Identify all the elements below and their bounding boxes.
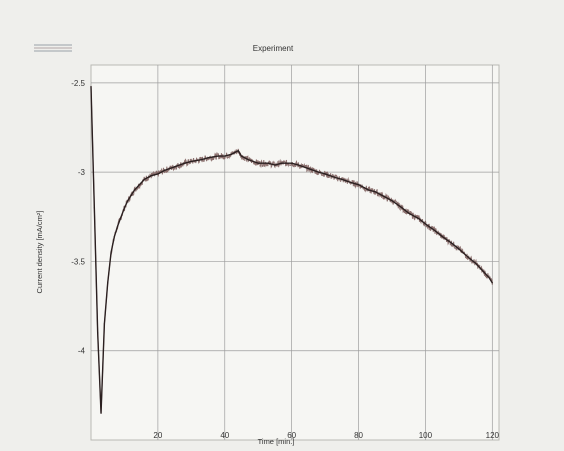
- data-point: [207, 157, 208, 158]
- data-point: [131, 195, 132, 196]
- data-point: [358, 184, 359, 185]
- data-point: [100, 413, 101, 414]
- data-point: [442, 236, 443, 237]
- data-point: [298, 164, 299, 165]
- x-tick-label: 80: [354, 431, 363, 440]
- data-point: [184, 163, 185, 164]
- plot-area: [91, 65, 499, 440]
- data-point: [391, 200, 392, 201]
- data-point: [191, 161, 192, 162]
- data-point: [120, 216, 121, 217]
- data-point: [458, 248, 459, 249]
- data-point: [375, 191, 376, 192]
- data-point: [107, 282, 108, 283]
- data-point: [117, 225, 118, 226]
- data-point: [248, 159, 249, 160]
- data-point: [238, 150, 239, 151]
- data-point: [174, 166, 175, 167]
- y-tick-label: -2.5: [71, 79, 85, 88]
- data-point: [110, 252, 111, 253]
- data-point: [341, 179, 342, 180]
- data-point: [231, 154, 232, 155]
- data-point: [144, 179, 145, 180]
- data-point: [492, 282, 493, 283]
- data-point: [468, 257, 469, 258]
- data-point: [97, 332, 98, 333]
- x-axis-label: Time [min.]: [258, 437, 295, 446]
- data-point: [452, 243, 453, 244]
- data-point: [435, 230, 436, 231]
- data-point: [217, 155, 218, 156]
- y-tick-label: -4: [78, 347, 86, 356]
- data-point: [258, 163, 259, 164]
- data-point: [127, 200, 128, 201]
- data-point: [482, 270, 483, 271]
- data-point: [157, 173, 158, 174]
- data-point: [318, 172, 319, 173]
- data-point: [385, 197, 386, 198]
- x-tick-label: 120: [486, 431, 500, 440]
- data-point: [475, 263, 476, 264]
- data-point: [241, 155, 242, 156]
- data-point: [351, 182, 352, 183]
- y-axis-label: Current density [mA/cm²]: [35, 211, 44, 294]
- y-tick-label: -3.5: [71, 257, 85, 266]
- data-point: [281, 163, 282, 164]
- data-point: [308, 168, 309, 169]
- x-tick-label: 20: [153, 431, 162, 440]
- chart-title: Experiment: [253, 44, 294, 53]
- data-point: [408, 213, 409, 214]
- data-point: [224, 155, 225, 156]
- data-point: [164, 170, 165, 171]
- data-point: [335, 177, 336, 178]
- data-point: [324, 173, 325, 174]
- data-point: [104, 323, 105, 324]
- data-point: [488, 277, 489, 278]
- data-point: [268, 163, 269, 164]
- data-point: [137, 186, 138, 187]
- data-point: [401, 207, 402, 208]
- data-point: [234, 152, 235, 153]
- data-point: [134, 189, 135, 190]
- data-point: [291, 163, 292, 164]
- data-point: [368, 189, 369, 190]
- data-point: [124, 207, 125, 208]
- data-point: [114, 236, 115, 237]
- data-point: [201, 159, 202, 160]
- data-point: [485, 273, 486, 274]
- data-point: [274, 164, 275, 165]
- data-point: [94, 207, 95, 208]
- data-point: [425, 223, 426, 224]
- data-point: [141, 182, 142, 183]
- data-point: [151, 175, 152, 176]
- x-tick-label: 40: [220, 431, 229, 440]
- x-tick-label: 100: [419, 431, 433, 440]
- y-tick-label: -3: [78, 168, 86, 177]
- data-point: [90, 86, 91, 87]
- data-point: [418, 218, 419, 219]
